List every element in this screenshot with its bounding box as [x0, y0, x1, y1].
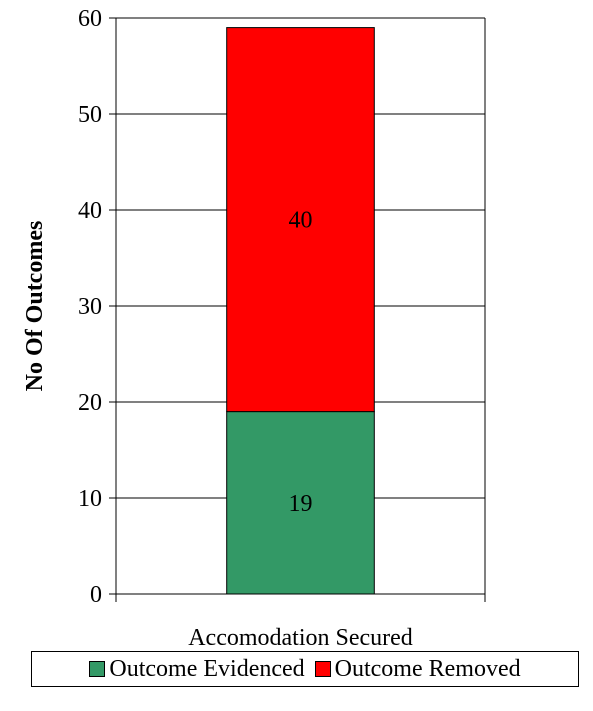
legend-label: Outcome Removed [334, 655, 521, 682]
axes [109, 17, 486, 602]
y-tick-label: 50 [78, 102, 102, 128]
legend: Outcome Evidenced Outcome Removed [31, 651, 579, 687]
labels: 0 10 20 30 40 50 60 19 40 Accomodation Secured [78, 6, 413, 650]
bar-segment [226, 27, 375, 413]
legend-item: Outcome Removed [314, 655, 521, 683]
legend-swatch [314, 661, 331, 677]
chart: 0 10 20 30 40 50 60 19 40 Accomodation Secured No… [22, 6, 486, 650]
data-label: 19 [289, 491, 313, 517]
y-tick-label: 40 [78, 198, 102, 224]
y-tick-label: 20 [78, 390, 102, 416]
y-tick-label: 60 [78, 6, 102, 32]
legend-swatch [89, 661, 106, 677]
bars [226, 27, 375, 595]
legend-label: Outcome Evidenced [109, 655, 305, 682]
x-category-label: Accomodation Secured [188, 625, 413, 650]
y-tick-label: 10 [78, 486, 102, 512]
y-axis-title: No Of Outcomes [22, 221, 48, 392]
y-tick-label: 0 [90, 582, 102, 608]
data-label: 40 [289, 208, 313, 234]
y-tick-label: 30 [78, 294, 102, 320]
legend-item: Outcome Evidenced [89, 655, 305, 683]
